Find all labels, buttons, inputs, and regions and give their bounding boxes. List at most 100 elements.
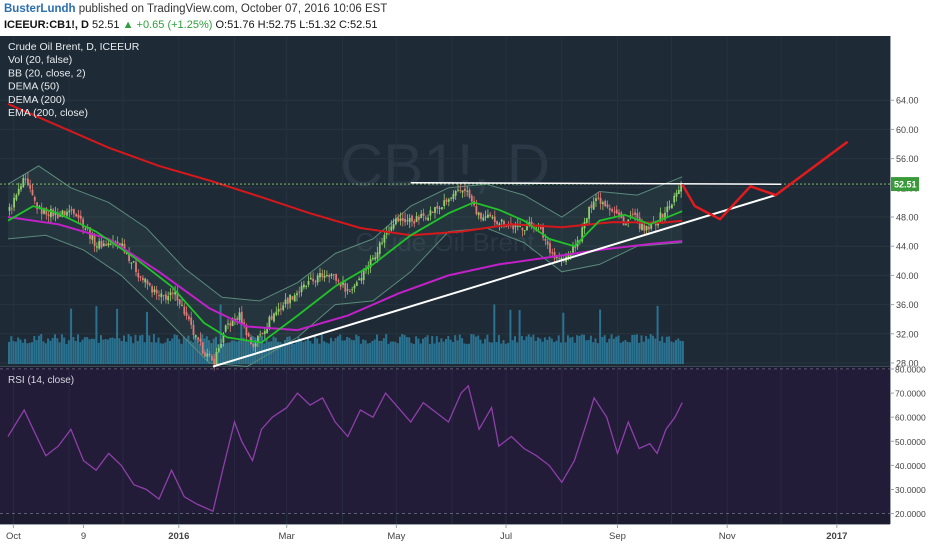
candle-body [77, 214, 80, 218]
volume-bar [263, 343, 266, 364]
volume-bar [553, 342, 556, 364]
volume-bar [557, 335, 560, 364]
candle-body [13, 197, 15, 208]
volume-bar [511, 340, 514, 364]
time-axis: Oct 9 2016 Mar May Jul Sep Nov 2017 [0, 524, 932, 550]
candle-body [521, 227, 524, 231]
volume-bar [486, 334, 489, 364]
volume-bar [491, 342, 493, 364]
volume-bar [67, 340, 70, 364]
volume-bar [175, 335, 178, 364]
candle-body [675, 192, 678, 197]
volume-bar [235, 341, 238, 364]
candle-body [61, 210, 64, 218]
volume-bar [141, 334, 144, 364]
price-chart[interactable]: CB1!, D Crude Oil Brent RSI (14, close) … [0, 36, 932, 550]
volume-bar [445, 338, 447, 364]
volume-bar [592, 342, 595, 364]
candle-body [330, 274, 333, 276]
volume-bar [661, 336, 664, 364]
volume-bar [63, 337, 66, 364]
volume-bar [192, 342, 194, 364]
volume-bar [28, 342, 31, 364]
time-tick-label: 2017 [826, 531, 847, 542]
volume-bar [56, 338, 59, 364]
volume-bar [617, 335, 620, 364]
candle-body [447, 199, 450, 202]
resistance-line [410, 181, 782, 185]
candle-body [199, 338, 202, 342]
author-link[interactable]: BusterLundh [4, 3, 76, 15]
candle-body [176, 291, 179, 301]
price-tick-label: 44.00 [896, 242, 919, 252]
candle-body [420, 213, 423, 218]
candle-body [482, 217, 485, 221]
candle-body [335, 274, 337, 281]
candle-body [309, 277, 312, 280]
candle-body [224, 325, 227, 332]
volume-bar [350, 339, 353, 364]
volume-bar [679, 340, 682, 364]
candle-body [82, 218, 84, 228]
candle-body [144, 278, 147, 283]
price-tick-label: 60.00 [896, 125, 919, 135]
time-tick-label: 9 [81, 531, 86, 542]
rsi-tick-label: 70.0000 [895, 389, 926, 399]
volume-bar [599, 309, 602, 364]
candle-body [664, 212, 666, 220]
volume-bar [435, 336, 438, 364]
volume-bar [97, 342, 100, 364]
volume-bar [525, 336, 528, 364]
volume-bar [373, 339, 376, 364]
candle-body [533, 225, 535, 228]
candle-body [54, 212, 57, 215]
volume-bar [210, 343, 213, 364]
candle-body [496, 221, 498, 225]
volume-bar [86, 337, 89, 364]
candle-body [641, 223, 643, 231]
candle-body [399, 218, 402, 221]
volume-bar [396, 343, 399, 364]
indicator-lines [7, 102, 683, 344]
candle-body [365, 269, 367, 271]
volume-bar [578, 335, 581, 364]
candle-body [213, 358, 216, 365]
candle-body [70, 209, 73, 211]
volume-bar [479, 339, 482, 364]
candle-body [148, 283, 151, 286]
candle-body [119, 243, 121, 246]
volume-bar [334, 338, 337, 364]
candle-body [211, 355, 213, 361]
volume-bar [532, 334, 535, 364]
volume-bar [601, 336, 604, 364]
volume-bar [155, 342, 158, 364]
legend-item: DEMA (200) [8, 94, 65, 106]
rsi-tick-label: 60.0000 [895, 413, 926, 423]
candle-body [137, 272, 140, 278]
candle-body [666, 206, 669, 213]
volume-bar [309, 341, 312, 364]
candle-body [107, 243, 110, 246]
volume-bar [520, 336, 523, 364]
volume-bar [74, 340, 77, 364]
volume-bar [502, 340, 505, 364]
candle-body [392, 224, 395, 229]
candle-body [441, 207, 443, 210]
candle-body [192, 324, 195, 335]
rsi-label: RSI (14, close) [8, 375, 74, 386]
candle-body [167, 296, 170, 301]
candle-body [374, 257, 377, 260]
candle-body [581, 227, 584, 242]
volume-bar [169, 341, 171, 364]
volume-bar [353, 340, 355, 364]
candle-body [346, 289, 349, 291]
volume-bar [221, 343, 224, 364]
price-tick-label: 32.00 [896, 329, 919, 339]
volume-bar [403, 335, 406, 364]
volume-bar [109, 337, 112, 364]
candle-body [362, 269, 365, 281]
volume-bar [389, 341, 392, 364]
candle-body [546, 241, 549, 245]
candle-body [91, 234, 94, 240]
volume-bar [380, 340, 383, 364]
